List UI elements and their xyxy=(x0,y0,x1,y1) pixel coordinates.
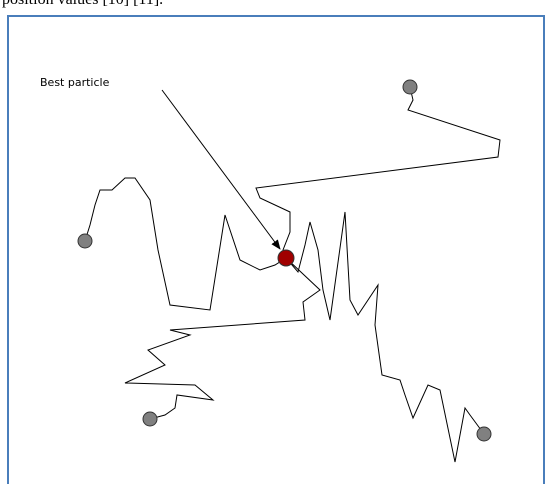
trail xyxy=(285,211,485,463)
best-particle xyxy=(277,249,295,267)
trail xyxy=(124,257,321,420)
trail xyxy=(255,86,501,259)
best-particle-label: Best particle xyxy=(40,76,110,89)
particle xyxy=(77,233,93,249)
particle xyxy=(476,426,492,442)
particle xyxy=(402,79,418,95)
arrow xyxy=(161,89,281,250)
caption: position values [10] [11]. xyxy=(2,0,163,9)
particle xyxy=(142,411,158,427)
trail xyxy=(84,177,287,311)
frame xyxy=(7,15,545,484)
